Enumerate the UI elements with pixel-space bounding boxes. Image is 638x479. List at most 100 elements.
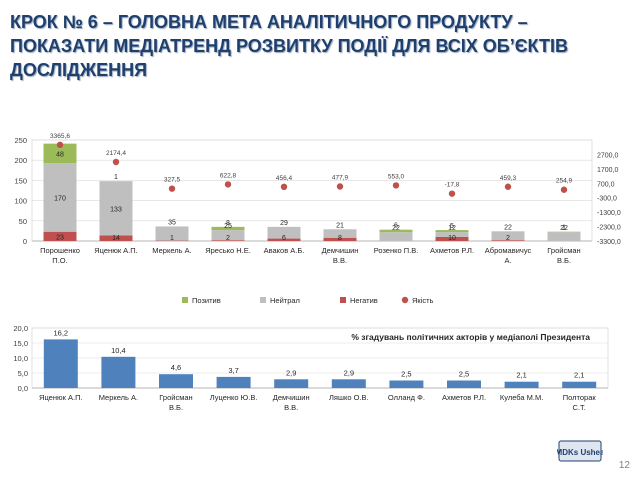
bar-positive [43,143,77,164]
bar-negative [43,231,77,241]
bar-label-negative: 2 [506,235,510,242]
index-marker [280,183,288,191]
mdks-logo: MDKs Ushea [557,440,603,462]
page-title: КРОК № 6 – ГОЛОВНА МЕТА АНАЛІТИЧНОГО ПРО… [10,10,610,82]
bar-label-neutral: 22 [392,225,400,232]
bar-label-negative: 6 [282,235,286,242]
x-tick-label: В.Б. [169,403,183,412]
bar-neutral [99,181,133,236]
x-tick-label: В.Б. [557,256,571,265]
tone-stacked-bar-chart: 0 50 100 150 200 250 -3300,0 -2300,0 -1300,0 -300… [14,133,621,305]
bar-neutral [379,232,413,241]
bar-value-label: 2,1 [516,371,526,380]
bar-label-positive: 8 [226,220,230,227]
bar [274,379,309,388]
legend-swatch [260,297,266,303]
bar [504,381,539,388]
bar-value-label: 16,2 [53,328,68,337]
x-tick-label: Абромавичус [485,246,532,255]
y-tick-label: 20,0 [13,324,28,333]
bar-value-label: 2,5 [401,370,411,379]
bar-label-negative: 1 [170,235,174,242]
legend-swatch [401,296,409,304]
x-tick-label: Розенко П.В. [374,246,419,255]
y2-tick-label: 1700,0 [597,167,619,174]
x-tick-label: Демчишин [322,246,359,255]
title-line-1: КРОК № 6 – ГОЛОВНА МЕТА АНАЛІТИЧНОГО ПРО… [10,12,528,32]
x-tick-label: Ахметов Р.Л. [430,246,474,255]
bar-label-positive: 1 [562,225,566,232]
legend-swatch [182,297,188,303]
x-tick-label: Гройсман [547,246,580,255]
index-marker [448,190,456,197]
bar-neutral [43,163,77,232]
bar-neutral [155,226,189,241]
bar-label-negative: 23 [56,234,64,241]
y2-tick-label: -300,0 [597,196,617,203]
y-tick-label: 200 [14,156,27,165]
bar-label-neutral: 21 [336,222,344,229]
bar-label-negative: 14 [112,235,120,242]
bar-label-positive: 48 [56,151,64,158]
index-marker [112,158,120,166]
legend-swatch [340,297,346,303]
title-line-3: ДОСЛІДЖЕННЯ [10,60,148,80]
bar-label-negative: 10 [448,235,456,242]
bar [216,376,251,388]
index-label: 2174,4 [106,150,126,157]
x-tick-label: Гройсман [159,393,192,402]
bar [389,380,424,388]
x-tick-label: Меркель А. [152,246,191,255]
bar-value-label: 2,1 [574,371,584,380]
y2-tick-label: -2300,0 [597,225,621,232]
bar-label-positive: 1 [114,174,118,181]
x-tick-label: Меркель А. [99,393,138,402]
bar-label-negative: 8 [338,235,342,242]
y-tick-label: 10,0 [13,354,28,363]
bar-neutral [491,231,525,241]
x-tick-label: С.Т. [573,403,586,412]
y2-tick-label: -1300,0 [597,210,621,217]
index-label: 327,5 [164,177,181,184]
legend-label: Негатив [350,296,378,305]
bar-value-label: 10,4 [111,346,126,355]
mentions-bar-chart: 0,0 5,0 10,0 15,0 20,0 % згадувань політичних… [13,324,609,412]
y-tick-label: 0 [23,237,27,246]
legend-label: Нейтрал [270,296,300,305]
bar-label-positive: 6 [394,223,398,230]
x-tick-label: А. [504,256,511,265]
x-tick-label: В.В. [333,256,347,265]
x-tick-label: П.О. [52,256,67,265]
x-tick-label: Яценюк А.П. [39,393,83,402]
bar-value-label: 3,7 [228,366,238,375]
index-label: 477,9 [332,174,349,181]
index-marker [224,181,232,188]
bar-value-label: 2,5 [459,370,469,379]
x-tick-label: Кулеба М.М. [500,393,543,402]
index-marker [56,141,64,149]
logo-text: MDKs Ushea [557,448,603,457]
index-marker [560,186,568,193]
y2-tick-label: 2700,0 [597,152,619,159]
title-line-2: ПОКАЗАТИ МЕДІАТРЕНД РОЗВИТКУ ПОДІЇ ДЛЯ В… [10,36,568,56]
index-marker [336,183,344,190]
bar-label-neutral: 25 [224,223,232,230]
bar-label-neutral: 12 [448,225,456,232]
y-tick-label: 50 [19,217,27,226]
index-label: 3365,6 [50,133,70,140]
index-label: 459,3 [500,175,517,182]
bar-positive [211,226,245,231]
index-marker [392,182,400,189]
legend-label: Позитив [192,296,221,305]
bar-label-negative: 2 [226,235,230,242]
bar-label-neutral: 170 [54,195,66,202]
y-tick-label: 15,0 [13,339,28,348]
y-tick-label: 250 [14,136,27,145]
bar-negative [323,237,357,241]
x-tick-label: Демчишин [273,393,310,402]
x-tick-label: Яресько Н.Е. [205,246,251,255]
x-tick-label: Аваков А.Б. [264,246,305,255]
bar [331,379,366,388]
page-number: 12 [618,460,630,471]
bar [43,339,78,388]
